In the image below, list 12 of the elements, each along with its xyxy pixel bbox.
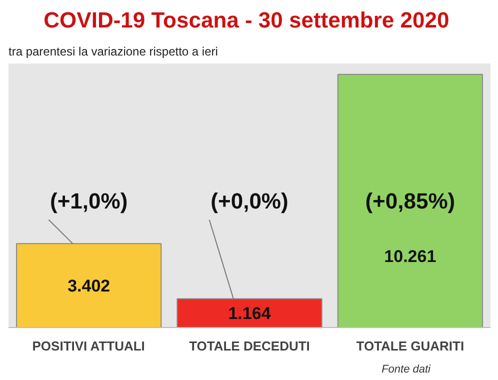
x-tick-label: TOTALE GUARITI bbox=[356, 338, 464, 354]
x-tick-label: POSITIVI ATTUALI bbox=[32, 338, 145, 354]
annotation: (+0,0%) bbox=[210, 188, 288, 214]
source-note: Fonte dati bbox=[382, 364, 432, 376]
data-label: 3.402 bbox=[68, 276, 110, 296]
annotation: (+0,85%) bbox=[365, 188, 456, 214]
chart-subtitle: tra parentesi la variazione rispetto a ieri bbox=[8, 44, 218, 58]
annotation: (+1,0%) bbox=[50, 188, 128, 214]
data-label: 1.164 bbox=[228, 304, 272, 324]
data-label: 10.261 bbox=[384, 247, 436, 266]
x-tick-label: TOTALE DECEDUTI bbox=[189, 338, 310, 354]
chart-title: COVID-19 Toscana - 30 settembre 2020 bbox=[44, 8, 450, 32]
